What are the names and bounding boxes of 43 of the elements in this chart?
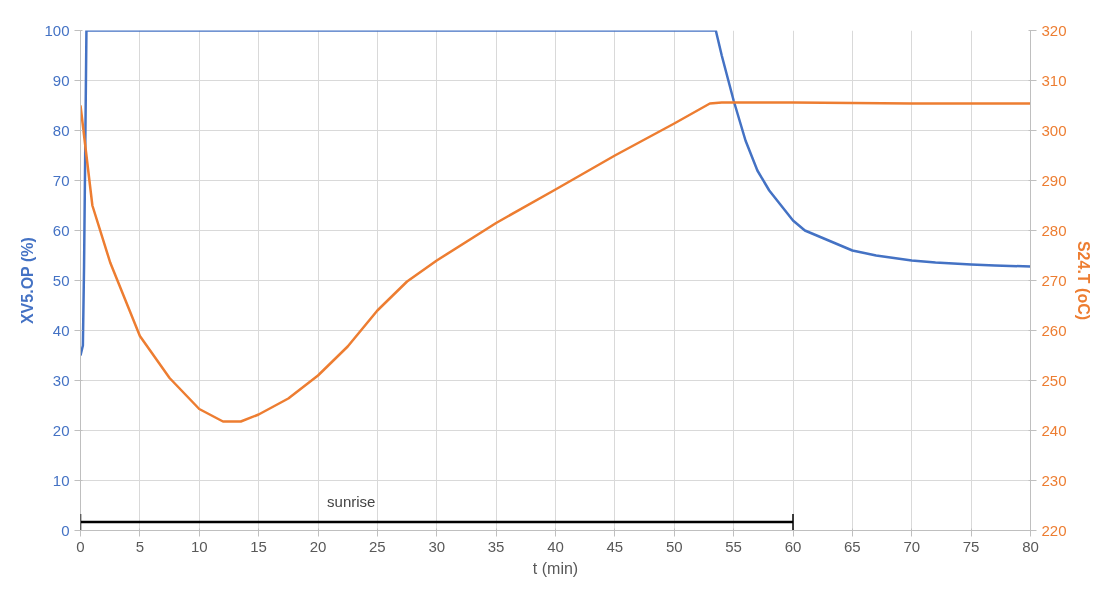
y-tick-label: 0 bbox=[61, 521, 70, 539]
x-axis-title: t (min) bbox=[532, 559, 579, 577]
y2-axis-title: S24.T (oC) bbox=[1074, 240, 1092, 321]
y2-tick-label: 220 bbox=[1041, 521, 1067, 539]
x-tick-label: 25 bbox=[369, 537, 386, 555]
x-tick-label: 5 bbox=[135, 537, 145, 555]
annotation: sunrise bbox=[327, 493, 376, 510]
y2-tick-label: 230 bbox=[1041, 471, 1067, 489]
x-tick-label: 30 bbox=[428, 537, 446, 555]
y-tick-label: 20 bbox=[52, 421, 70, 439]
x-tick-label: 35 bbox=[487, 537, 505, 555]
y2-tick-label: 290 bbox=[1041, 171, 1067, 189]
y2-tick-label: 280 bbox=[1041, 221, 1067, 239]
y-tick-label: 90 bbox=[52, 71, 70, 89]
x-tick-label: 80 bbox=[1022, 537, 1039, 555]
x-tick-label: 40 bbox=[547, 537, 564, 555]
x-tick-label: 60 bbox=[784, 537, 802, 555]
y2-tick-label: 240 bbox=[1041, 421, 1067, 439]
x-tick-label: 70 bbox=[903, 537, 921, 555]
y2-tick-label: 250 bbox=[1041, 371, 1067, 389]
y2-tick-label: 300 bbox=[1041, 121, 1067, 139]
y-tick-label: 50 bbox=[52, 271, 70, 289]
y-tick-label: 40 bbox=[52, 321, 70, 339]
x-tick-label: 45 bbox=[606, 537, 624, 555]
y2-tick-label: 270 bbox=[1041, 271, 1067, 289]
x-tick-label: 50 bbox=[665, 537, 683, 555]
y-tick-label: 100 bbox=[44, 21, 70, 39]
y2-tick-label: 320 bbox=[1041, 21, 1067, 39]
x-tick-label: 15 bbox=[250, 537, 267, 555]
x-tick-label: 55 bbox=[725, 537, 742, 555]
y2-tick-label: 260 bbox=[1041, 321, 1067, 339]
y-tick-label: 60 bbox=[52, 221, 70, 239]
x-tick-label: 20 bbox=[309, 537, 327, 555]
y-tick-label: 30 bbox=[52, 371, 70, 389]
y2-tick-label: 310 bbox=[1041, 71, 1067, 89]
y-tick-label: 80 bbox=[52, 121, 70, 139]
x-tick-label: 65 bbox=[844, 537, 861, 555]
y-axis-title: XV5.OP (%) bbox=[19, 237, 37, 325]
y-tick-label: 10 bbox=[52, 471, 70, 489]
y-tick-label: 70 bbox=[52, 171, 70, 189]
x-tick-label: 75 bbox=[962, 537, 980, 555]
x-tick-label: 0 bbox=[76, 537, 85, 555]
x-tick-label: 10 bbox=[190, 537, 208, 555]
